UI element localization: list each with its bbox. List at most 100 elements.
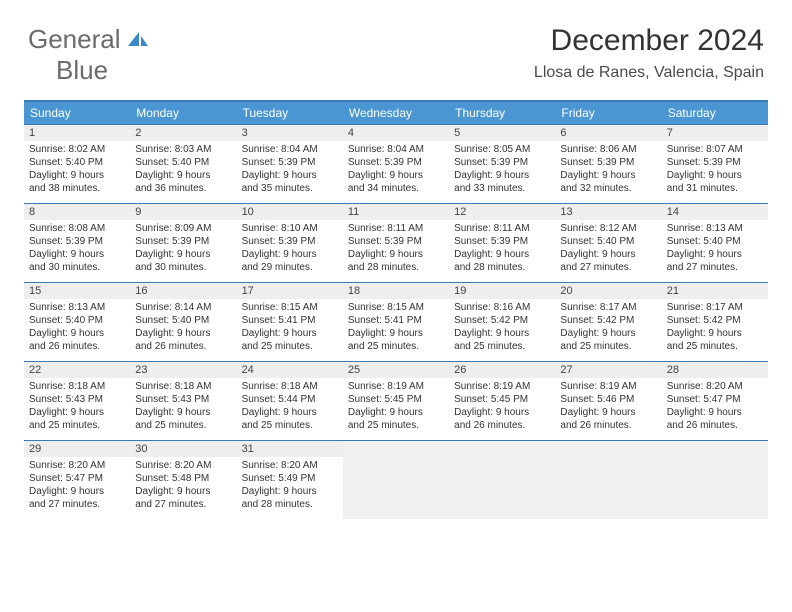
daylight-line-2: and 27 minutes.: [29, 498, 125, 511]
sunset-line: Sunset: 5:43 PM: [135, 393, 231, 406]
day-number: 3: [237, 125, 343, 141]
daylight-line-1: Daylight: 9 hours: [667, 406, 763, 419]
day-cell: 22Sunrise: 8:18 AMSunset: 5:43 PMDayligh…: [24, 362, 130, 440]
day-number: 31: [237, 441, 343, 457]
day-cell: 7Sunrise: 8:07 AMSunset: 5:39 PMDaylight…: [662, 125, 768, 203]
title-block: December 2024 Llosa de Ranes, Valencia, …: [534, 24, 764, 82]
daylight-line-1: Daylight: 9 hours: [135, 485, 231, 498]
sunrise-line: Sunrise: 8:12 AM: [560, 222, 656, 235]
day-cell: 3Sunrise: 8:04 AMSunset: 5:39 PMDaylight…: [237, 125, 343, 203]
day-header-saturday: Saturday: [662, 102, 768, 124]
sunset-line: Sunset: 5:43 PM: [29, 393, 125, 406]
daylight-line-1: Daylight: 9 hours: [667, 169, 763, 182]
day-cell: 1Sunrise: 8:02 AMSunset: 5:40 PMDaylight…: [24, 125, 130, 203]
daylight-line-2: and 33 minutes.: [454, 182, 550, 195]
day-details: Sunrise: 8:17 AMSunset: 5:42 PMDaylight:…: [555, 299, 661, 356]
day-cell: 21Sunrise: 8:17 AMSunset: 5:42 PMDayligh…: [662, 283, 768, 361]
week-row: 1Sunrise: 8:02 AMSunset: 5:40 PMDaylight…: [24, 124, 768, 203]
day-details: Sunrise: 8:19 AMSunset: 5:45 PMDaylight:…: [343, 378, 449, 435]
sunset-line: Sunset: 5:49 PM: [242, 472, 338, 485]
day-number: 19: [449, 283, 555, 299]
day-details: Sunrise: 8:18 AMSunset: 5:44 PMDaylight:…: [237, 378, 343, 435]
sunset-line: Sunset: 5:40 PM: [135, 156, 231, 169]
day-details: Sunrise: 8:20 AMSunset: 5:47 PMDaylight:…: [24, 457, 130, 514]
sunrise-line: Sunrise: 8:18 AM: [29, 380, 125, 393]
daylight-line-2: and 25 minutes.: [348, 419, 444, 432]
sunrise-line: Sunrise: 8:20 AM: [242, 459, 338, 472]
daylight-line-2: and 26 minutes.: [454, 419, 550, 432]
sunrise-line: Sunrise: 8:03 AM: [135, 143, 231, 156]
day-details: Sunrise: 8:15 AMSunset: 5:41 PMDaylight:…: [237, 299, 343, 356]
day-number: 1: [24, 125, 130, 141]
day-cell: 29Sunrise: 8:20 AMSunset: 5:47 PMDayligh…: [24, 441, 130, 519]
daylight-line-2: and 38 minutes.: [29, 182, 125, 195]
sunrise-line: Sunrise: 8:15 AM: [348, 301, 444, 314]
daylight-line-2: and 35 minutes.: [242, 182, 338, 195]
daylight-line-1: Daylight: 9 hours: [454, 169, 550, 182]
daylight-line-1: Daylight: 9 hours: [667, 327, 763, 340]
daylight-line-1: Daylight: 9 hours: [454, 327, 550, 340]
day-details: Sunrise: 8:08 AMSunset: 5:39 PMDaylight:…: [24, 220, 130, 277]
day-number: 24: [237, 362, 343, 378]
day-number: 29: [24, 441, 130, 457]
sunset-line: Sunset: 5:39 PM: [667, 156, 763, 169]
day-cell: 26Sunrise: 8:19 AMSunset: 5:45 PMDayligh…: [449, 362, 555, 440]
day-cell: 16Sunrise: 8:14 AMSunset: 5:40 PMDayligh…: [130, 283, 236, 361]
daylight-line-2: and 26 minutes.: [135, 340, 231, 353]
day-details: Sunrise: 8:04 AMSunset: 5:39 PMDaylight:…: [343, 141, 449, 198]
sunrise-line: Sunrise: 8:13 AM: [29, 301, 125, 314]
daylight-line-2: and 25 minutes.: [242, 419, 338, 432]
daylight-line-2: and 26 minutes.: [667, 419, 763, 432]
sunset-line: Sunset: 5:40 PM: [667, 235, 763, 248]
week-row: 29Sunrise: 8:20 AMSunset: 5:47 PMDayligh…: [24, 440, 768, 519]
header: General Blue December 2024 Llosa de Rane…: [0, 0, 792, 92]
sunset-line: Sunset: 5:40 PM: [29, 314, 125, 327]
day-details: Sunrise: 8:06 AMSunset: 5:39 PMDaylight:…: [555, 141, 661, 198]
sunset-line: Sunset: 5:39 PM: [348, 235, 444, 248]
day-number: 9: [130, 204, 236, 220]
sunrise-line: Sunrise: 8:13 AM: [667, 222, 763, 235]
daylight-line-1: Daylight: 9 hours: [454, 406, 550, 419]
daylight-line-1: Daylight: 9 hours: [135, 169, 231, 182]
day-details: Sunrise: 8:11 AMSunset: 5:39 PMDaylight:…: [343, 220, 449, 277]
sunrise-line: Sunrise: 8:04 AM: [348, 143, 444, 156]
day-header-row: SundayMondayTuesdayWednesdayThursdayFrid…: [24, 102, 768, 124]
daylight-line-1: Daylight: 9 hours: [29, 406, 125, 419]
sunset-line: Sunset: 5:44 PM: [242, 393, 338, 406]
daylight-line-1: Daylight: 9 hours: [348, 327, 444, 340]
empty-cell: [662, 441, 768, 519]
daylight-line-2: and 26 minutes.: [560, 419, 656, 432]
daylight-line-2: and 32 minutes.: [560, 182, 656, 195]
daylight-line-2: and 36 minutes.: [135, 182, 231, 195]
day-number: 12: [449, 204, 555, 220]
day-cell: 12Sunrise: 8:11 AMSunset: 5:39 PMDayligh…: [449, 204, 555, 282]
day-number: 11: [343, 204, 449, 220]
sunrise-line: Sunrise: 8:20 AM: [135, 459, 231, 472]
daylight-line-1: Daylight: 9 hours: [242, 406, 338, 419]
sunset-line: Sunset: 5:48 PM: [135, 472, 231, 485]
day-number: 14: [662, 204, 768, 220]
day-details: Sunrise: 8:14 AMSunset: 5:40 PMDaylight:…: [130, 299, 236, 356]
sunset-line: Sunset: 5:40 PM: [29, 156, 125, 169]
sunrise-line: Sunrise: 8:07 AM: [667, 143, 763, 156]
day-cell: 31Sunrise: 8:20 AMSunset: 5:49 PMDayligh…: [237, 441, 343, 519]
sunset-line: Sunset: 5:41 PM: [348, 314, 444, 327]
daylight-line-2: and 27 minutes.: [135, 498, 231, 511]
day-details: Sunrise: 8:18 AMSunset: 5:43 PMDaylight:…: [24, 378, 130, 435]
day-number: 5: [449, 125, 555, 141]
day-number: 10: [237, 204, 343, 220]
day-header-sunday: Sunday: [24, 102, 130, 124]
day-details: Sunrise: 8:11 AMSunset: 5:39 PMDaylight:…: [449, 220, 555, 277]
day-cell: 14Sunrise: 8:13 AMSunset: 5:40 PMDayligh…: [662, 204, 768, 282]
daylight-line-1: Daylight: 9 hours: [242, 169, 338, 182]
day-cell: 17Sunrise: 8:15 AMSunset: 5:41 PMDayligh…: [237, 283, 343, 361]
daylight-line-1: Daylight: 9 hours: [560, 169, 656, 182]
day-details: Sunrise: 8:20 AMSunset: 5:49 PMDaylight:…: [237, 457, 343, 514]
sunrise-line: Sunrise: 8:11 AM: [454, 222, 550, 235]
sunset-line: Sunset: 5:46 PM: [560, 393, 656, 406]
sunrise-line: Sunrise: 8:11 AM: [348, 222, 444, 235]
day-number: 6: [555, 125, 661, 141]
day-details: Sunrise: 8:13 AMSunset: 5:40 PMDaylight:…: [24, 299, 130, 356]
daylight-line-1: Daylight: 9 hours: [29, 327, 125, 340]
daylight-line-2: and 27 minutes.: [667, 261, 763, 274]
